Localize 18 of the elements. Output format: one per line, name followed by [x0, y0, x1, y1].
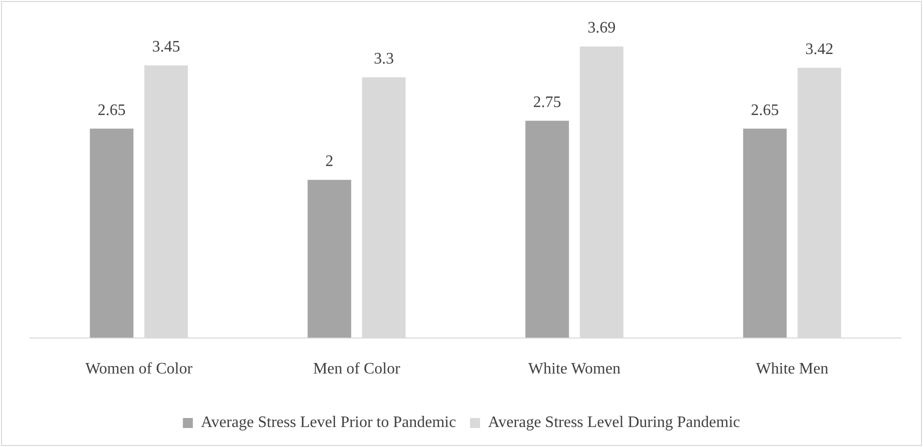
- data-label: 2: [325, 153, 334, 170]
- data-label: 3.42: [805, 40, 834, 58]
- bar: [90, 128, 134, 338]
- legend-label: Average Stress Level During Pandemic: [488, 414, 740, 432]
- bar: [525, 120, 569, 338]
- x-tick-label: Men of Color: [313, 360, 401, 378]
- data-label: 3.69: [588, 20, 616, 37]
- data-label: 2.75: [533, 94, 562, 111]
- x-tick-label: Women of Color: [85, 360, 194, 378]
- legend-label: Average Stress Level Prior to Pandemic: [200, 414, 456, 432]
- bar: [308, 180, 352, 338]
- data-label: 2.65: [750, 102, 779, 119]
- x-tick-label: White Men: [756, 360, 828, 378]
- data-label: 3.45: [152, 38, 180, 56]
- bar: [743, 128, 787, 338]
- data-label: 3.3: [374, 50, 394, 68]
- data-label: 2.65: [98, 102, 126, 119]
- x-tick-label: White Women: [528, 360, 620, 378]
